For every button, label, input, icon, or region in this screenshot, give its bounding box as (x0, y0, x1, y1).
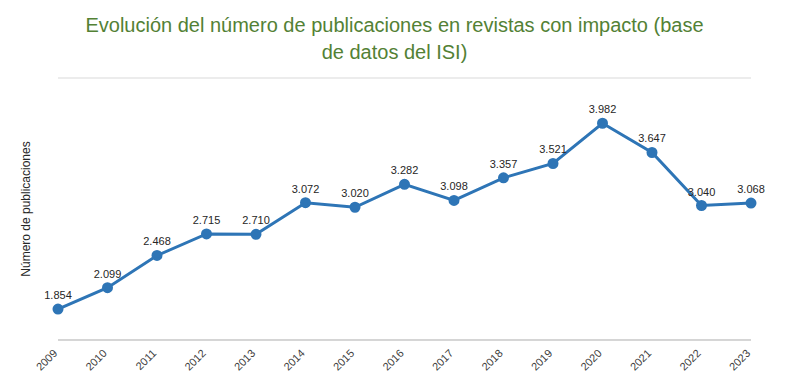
svg-text:3.040: 3.040 (688, 186, 716, 198)
svg-text:3.020: 3.020 (341, 187, 369, 199)
svg-text:3.098: 3.098 (440, 180, 468, 192)
svg-text:2023: 2023 (727, 347, 753, 373)
svg-text:Número de publicaciones: Número de publicaciones (19, 141, 33, 276)
svg-text:2.715: 2.715 (193, 214, 221, 226)
svg-text:2022: 2022 (677, 347, 703, 373)
svg-text:2.099: 2.099 (94, 268, 122, 280)
svg-text:3.521: 3.521 (539, 143, 567, 155)
svg-text:2.468: 2.468 (143, 235, 171, 247)
svg-text:3.068: 3.068 (737, 183, 765, 195)
svg-text:1.854: 1.854 (44, 289, 72, 301)
svg-text:3.357: 3.357 (490, 158, 518, 170)
svg-text:2015: 2015 (331, 347, 357, 373)
svg-text:3.282: 3.282 (391, 164, 419, 176)
svg-text:2013: 2013 (232, 347, 258, 373)
svg-text:2020: 2020 (578, 347, 604, 373)
svg-text:2.710: 2.710 (242, 214, 270, 226)
svg-text:2016: 2016 (380, 347, 406, 373)
svg-text:3.647: 3.647 (638, 132, 666, 144)
svg-text:3.072: 3.072 (292, 183, 320, 195)
svg-text:2010: 2010 (83, 347, 109, 373)
svg-text:3.982: 3.982 (589, 103, 617, 115)
svg-text:2014: 2014 (281, 347, 307, 373)
svg-text:2021: 2021 (628, 347, 654, 373)
svg-text:2017: 2017 (430, 347, 456, 373)
svg-text:2012: 2012 (182, 347, 208, 373)
svg-text:2009: 2009 (34, 347, 60, 373)
html-text:Evolución del número de public: Evolución del número de publicaciones en… (85, 14, 704, 63)
svg-text:2019: 2019 (529, 347, 555, 373)
svg-text:2011: 2011 (133, 347, 158, 372)
svg-text:2018: 2018 (479, 347, 505, 373)
